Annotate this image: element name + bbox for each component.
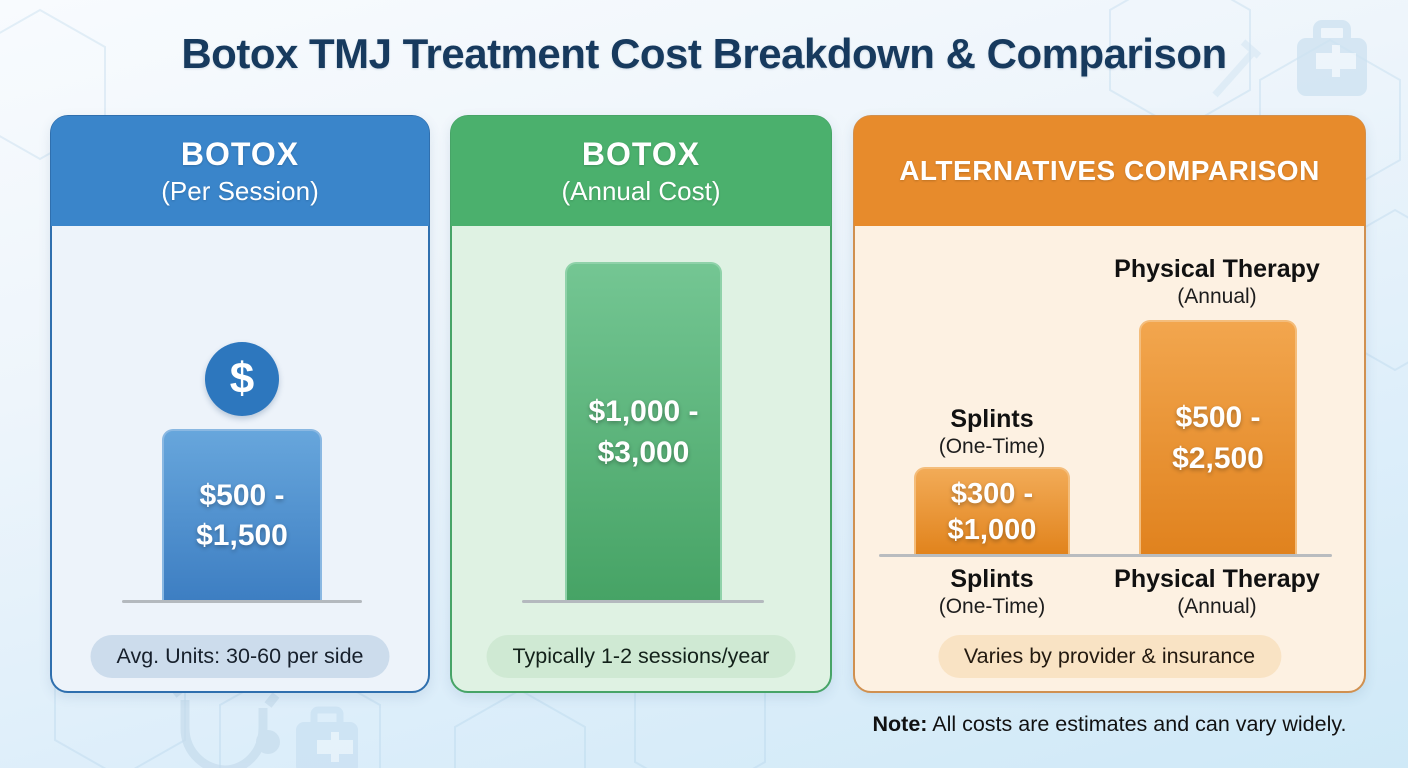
bar-physical-therapy-cost: $500 - $2,500 <box>1139 320 1297 555</box>
label-splints-top: Splints (One-Time) <box>938 405 1046 458</box>
footer-pill-varies: Varies by provider & insurance <box>937 635 1282 678</box>
label-splints-bottom: Splints (One-Time) <box>938 565 1046 618</box>
card-subtitle: (Annual Cost) <box>561 175 721 206</box>
footer-pill-sessions: Typically 1-2 sessions/year <box>486 635 796 678</box>
card-header-alternatives: ALTERNATIVES COMPARISON <box>854 116 1365 226</box>
bar-value-line1: $500 - <box>1175 401 1261 434</box>
card-title: BOTOX <box>180 135 300 172</box>
bar-botox-session-cost: $500 - $1,500 <box>162 429 322 601</box>
axis-baseline <box>522 600 764 603</box>
dollar-icon: $ <box>205 342 279 416</box>
bar-value-line1: $500 - <box>199 478 285 512</box>
bar-value-line1: $1,000 - <box>588 395 699 428</box>
label-physical-therapy-bottom: Physical Therapy (Annual) <box>1114 565 1320 618</box>
stethoscope-icon <box>168 682 280 768</box>
card-header-annual: BOTOX (Annual Cost) <box>451 116 831 226</box>
card-alternatives-comparison: ALTERNATIVES COMPARISON Physical Therapy… <box>853 115 1366 693</box>
axis-baseline <box>122 600 362 603</box>
axis-baseline <box>879 554 1332 557</box>
disclaimer-note: Note: All costs are estimates and can va… <box>853 712 1366 737</box>
bar-value-line2: $3,000 <box>597 435 690 469</box>
page-title: Botox TMJ Treatment Cost Breakdown & Com… <box>181 30 1227 77</box>
bar-value-line2: $2,500 <box>1172 441 1264 475</box>
card-subtitle: (Per Session) <box>161 175 319 206</box>
first-aid-kit-icon-bottom <box>296 706 358 768</box>
card-header-per-session: BOTOX (Per Session) <box>51 116 429 226</box>
card-botox-annual-cost: BOTOX (Annual Cost) $1,000 - $3,000 Typi… <box>450 115 832 693</box>
card-title: ALTERNATIVES COMPARISON <box>899 155 1320 186</box>
footer-pill-units: Avg. Units: 30-60 per side <box>90 635 390 678</box>
card-title: BOTOX <box>581 135 701 172</box>
bar-value-line2: $1,000 <box>947 514 1037 546</box>
bar-splints-cost: $300 - $1,000 <box>914 467 1070 555</box>
note-text: All costs are estimates and can vary wid… <box>932 712 1347 736</box>
bar-value-line2: $1,500 <box>196 519 288 552</box>
bar-botox-annual-cost: $1,000 - $3,000 <box>565 262 722 601</box>
note-label: Note: <box>872 712 928 736</box>
bar-value-line1: $300 - <box>950 477 1034 510</box>
card-botox-per-session: BOTOX (Per Session) $ $500 - $1,500 Avg.… <box>50 115 430 693</box>
label-physical-therapy-top: Physical Therapy (Annual) <box>1114 255 1320 308</box>
